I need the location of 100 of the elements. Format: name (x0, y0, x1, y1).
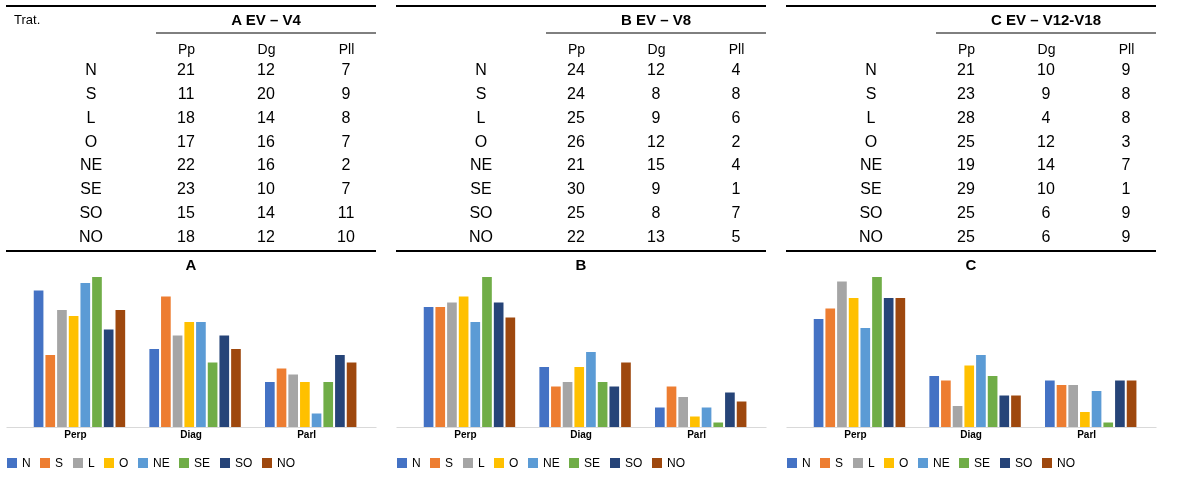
bar (300, 382, 310, 427)
bar (999, 395, 1010, 427)
data-label: 16 (257, 156, 275, 174)
legend-label: S (445, 456, 454, 470)
legend-label: O (119, 456, 129, 470)
y-tick-label: O (474, 132, 488, 150)
x-tick-label: Perp (64, 428, 87, 440)
chart-title: B EV – V8 (620, 11, 692, 28)
bar (609, 386, 620, 427)
bar (976, 355, 986, 427)
data-label: 15 (177, 204, 195, 222)
y-tick-label: L (86, 108, 96, 126)
x-tick-label: Pp (957, 40, 976, 57)
data-label: 7 (731, 204, 741, 222)
y-tick-label: L (866, 108, 876, 126)
data-label: 11 (177, 84, 195, 102)
bar (813, 319, 824, 427)
data-label: 16 (257, 132, 275, 150)
x-tick-label: Dg (1037, 40, 1056, 57)
bar (80, 283, 91, 427)
data-label: 10 (1037, 180, 1055, 198)
data-label: 6 (1041, 228, 1051, 245)
bar (1115, 380, 1125, 427)
data-label: 9 (1041, 84, 1051, 102)
legend-label: NO (667, 456, 685, 470)
bar (655, 407, 665, 427)
bar (288, 374, 299, 427)
y-tick-label: O (84, 132, 98, 150)
bar (872, 277, 882, 427)
bar (551, 386, 561, 427)
bar (172, 335, 183, 427)
x-tick-label: Pp (567, 40, 586, 57)
data-label: 21 (567, 156, 585, 174)
legend-label: O (899, 456, 909, 470)
data-label: 10 (257, 180, 275, 198)
bar (57, 310, 67, 427)
data-label: 15 (647, 156, 665, 174)
y-tick-label: N (85, 61, 97, 78)
data-label: 8 (651, 204, 661, 222)
bar (323, 382, 334, 427)
bar (1011, 395, 1021, 427)
data-label: 7 (341, 180, 351, 198)
bar (447, 302, 457, 427)
bar (482, 277, 492, 427)
data-label: 12 (647, 61, 665, 78)
y-tick-label: SE (860, 180, 882, 198)
data-label: 7 (341, 61, 351, 78)
y-tick-label: N (475, 61, 487, 78)
data-label: 9 (1121, 228, 1131, 245)
data-label: 8 (1121, 108, 1131, 126)
bar (435, 307, 446, 427)
bar (276, 368, 287, 427)
legend-label: SE (584, 456, 601, 470)
y-tick-label: SO (859, 204, 883, 222)
data-label: 25 (567, 204, 585, 222)
x-tick-label: Diag (960, 428, 982, 440)
x-tick-label: Pll (728, 40, 745, 57)
legend-label: SE (194, 456, 211, 470)
bar (987, 376, 998, 427)
data-label: 21 (177, 61, 195, 78)
y-tick-label: SE (470, 180, 492, 198)
data-label: 23 (957, 84, 975, 102)
y-tick-label: SO (79, 204, 103, 222)
chart-title: B (575, 256, 587, 273)
y-tick-label: NE (469, 156, 493, 174)
bar (860, 328, 871, 427)
data-label: 12 (1037, 132, 1055, 150)
bar (1126, 380, 1137, 427)
data-label: 9 (341, 84, 351, 102)
x-tick-label: Dg (257, 40, 276, 57)
data-label: 6 (1041, 204, 1051, 222)
bar (964, 365, 975, 427)
bar (1103, 422, 1114, 427)
y-tick-label: NO (859, 228, 883, 245)
bar (690, 416, 700, 427)
x-tick-label: Parl (297, 428, 317, 440)
bar (45, 355, 56, 427)
data-label: 29 (957, 180, 975, 198)
bar (1080, 412, 1090, 427)
data-label: 9 (651, 180, 661, 198)
data-label: 25 (567, 108, 585, 126)
bar (219, 335, 230, 427)
bar (184, 322, 195, 427)
y-tick-label: NO (469, 228, 493, 245)
bar (941, 380, 951, 427)
bar (92, 277, 102, 427)
bar (539, 367, 550, 427)
y-tick-label: S (475, 84, 487, 102)
legend-label: NO (1057, 456, 1075, 470)
data-label: 5 (731, 228, 741, 245)
data-label: 17 (177, 132, 195, 150)
bar (713, 422, 724, 427)
data-label: 2 (731, 132, 741, 150)
data-label: 25 (957, 228, 975, 245)
x-tick-label: Parl (687, 428, 707, 440)
bar (1045, 380, 1055, 427)
legend-label: NO (277, 456, 295, 470)
legend-label: N (22, 456, 31, 470)
bar (265, 382, 275, 427)
y-tick-label: NE (79, 156, 103, 174)
